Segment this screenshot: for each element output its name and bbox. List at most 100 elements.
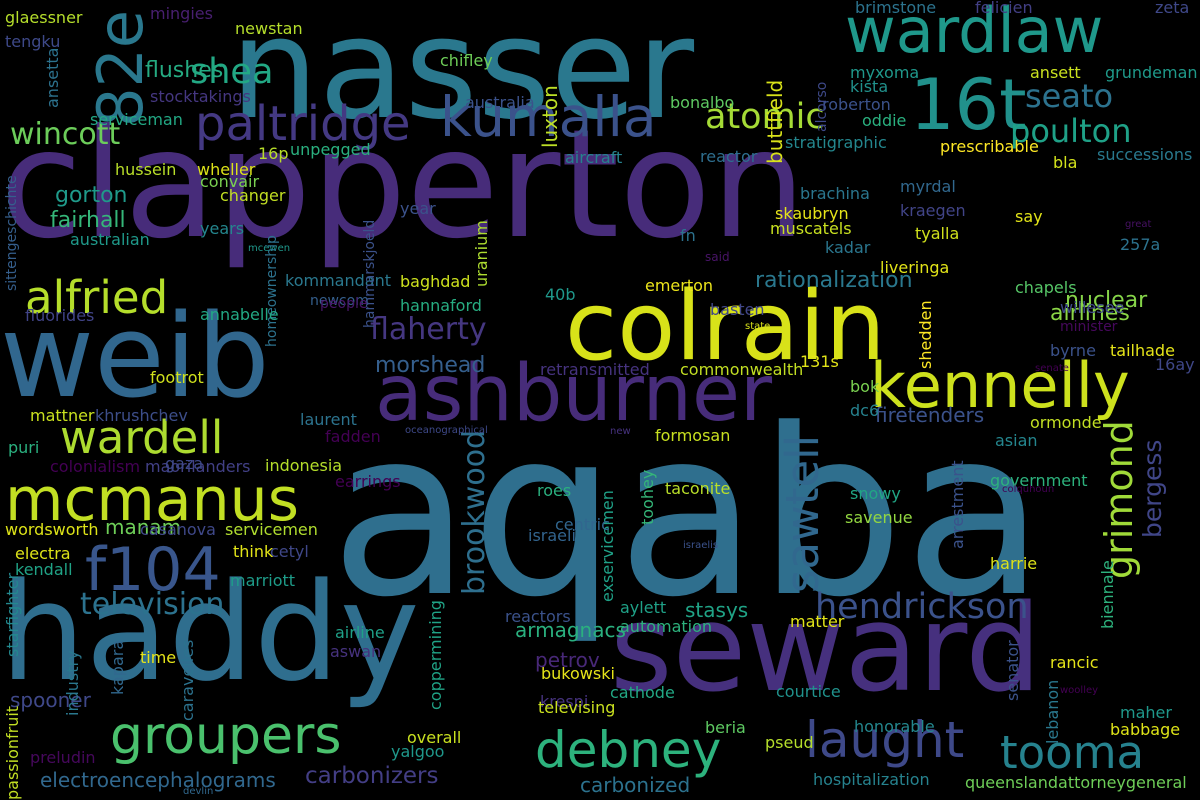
word-cloud-word: bukowski: [541, 664, 615, 683]
word-cloud-word: carbonized: [580, 773, 691, 797]
word-cloud-word: myxoma: [850, 63, 920, 82]
word-cloud-word: gorton: [55, 183, 128, 208]
word-cloud-word: snowy: [850, 484, 901, 503]
word-cloud-word: honorable: [854, 717, 935, 736]
word-cloud-word: shea: [190, 52, 274, 92]
word-cloud-word: tailhade: [1110, 341, 1175, 360]
word-cloud-word: stasys: [685, 598, 749, 622]
word-cloud-word: alfried: [25, 271, 169, 324]
word-cloud-word: mcmanus: [5, 465, 299, 535]
word-cloud-word: government: [990, 471, 1088, 490]
word-cloud-word: successions: [1097, 145, 1193, 164]
word-cloud-word: dc6: [850, 401, 880, 420]
word-cloud-word: commonwealth: [680, 360, 804, 379]
word-cloud-word: khrushchev: [95, 406, 188, 425]
word-cloud-word: fluorides: [25, 306, 95, 325]
word-cloud-word: aircraft: [565, 148, 623, 167]
word-cloud-word: wordsworth: [5, 520, 99, 539]
word-cloud-word: state: [745, 321, 771, 332]
word-cloud-word: 16p: [258, 144, 289, 163]
word-cloud-word: willesee: [1060, 298, 1125, 317]
word-cloud-word: coppermining: [426, 600, 445, 710]
word-cloud-word: servicemen: [225, 520, 318, 539]
word-cloud-word: kumalla: [440, 85, 657, 149]
word-cloud-word: armagnacs: [515, 618, 626, 642]
word-cloud-word: television: [80, 587, 225, 622]
word-cloud-word: flushes: [145, 58, 224, 83]
word-cloud-word: fadden: [325, 427, 381, 446]
word-cloud-word: 16ay: [1155, 355, 1195, 374]
word-cloud-word: great: [1125, 219, 1152, 230]
word-cloud-word: year: [400, 199, 436, 218]
word-cloud-word: hammarskjoeld: [362, 220, 378, 329]
word-cloud-word: australia: [465, 93, 535, 112]
word-cloud-word: convair: [200, 172, 260, 191]
word-cloud-word: laurent: [300, 410, 357, 429]
word-cloud-word: airline: [335, 623, 385, 642]
word-cloud-word: aylett: [620, 598, 667, 617]
word-cloud-word: overall: [407, 728, 462, 747]
word-cloud-word: buttfield: [763, 80, 787, 165]
word-cloud-word: puri: [8, 438, 40, 457]
word-cloud-word: stocktakings: [150, 87, 251, 106]
word-cloud-word: maorilanders: [145, 457, 251, 476]
word-cloud-word: starfighter: [3, 573, 22, 658]
word-cloud-word: retransmitted: [540, 360, 650, 379]
word-cloud-word: wardlaw: [845, 0, 1104, 67]
word-cloud-word: pseud: [765, 733, 814, 752]
word-cloud-word: annabelle: [200, 305, 279, 324]
word-cloud-word: devlin: [183, 786, 214, 797]
word-cloud-word: roberton: [822, 95, 891, 114]
word-cloud-word: gaza: [165, 454, 204, 473]
word-cloud-word: flaherty: [370, 312, 487, 347]
word-cloud-word: savenue: [845, 508, 913, 527]
word-cloud-word: prescribable: [940, 137, 1039, 156]
word-cloud-word: kraegen: [900, 201, 966, 220]
word-cloud-word: television: [0, 0, 5, 1]
word-cloud-word: luxton: [538, 85, 562, 148]
word-cloud-word: chifley: [440, 51, 493, 70]
word-cloud-word: footrot: [150, 368, 204, 387]
word-cloud-word: krespi: [540, 692, 589, 711]
word-cloud-word: biennale: [1098, 560, 1117, 629]
word-cloud-word: courtice: [776, 682, 841, 701]
word-cloud-word: zeta: [1155, 0, 1190, 17]
word-cloud-word: think: [233, 542, 274, 561]
word-cloud-word: hendrickson: [815, 587, 1029, 627]
word-cloud-word: oceanographical: [405, 425, 488, 436]
word-cloud-word: wincott: [10, 117, 121, 152]
word-cloud-word: new: [610, 426, 631, 437]
word-cloud-word: lebanon: [1043, 680, 1062, 745]
word-cloud-word: paltridge: [195, 96, 411, 152]
word-cloud-word: serviceman: [90, 110, 183, 129]
word-cloud-word: groupers: [110, 706, 342, 766]
word-cloud-word: colquhoun: [1002, 484, 1055, 495]
word-cloud-word: nasser: [230, 0, 695, 151]
word-cloud-word: arrestment: [948, 460, 967, 549]
word-cloud-word: israelis: [683, 540, 719, 551]
word-cloud-word: rancic: [1050, 653, 1099, 672]
word-cloud-word: said: [705, 250, 730, 264]
word-cloud-word: 257a: [1120, 235, 1161, 254]
word-cloud-word: carbonizers: [305, 763, 439, 789]
word-cloud-word: bergess: [1138, 440, 1167, 539]
word-cloud-word: kapara: [108, 640, 127, 696]
word-cloud-word: say: [1015, 207, 1043, 226]
word-cloud-word: people: [320, 296, 368, 312]
word-cloud-word: mingies: [150, 4, 213, 23]
word-cloud-word: preludin: [30, 748, 96, 767]
word-cloud-word: alcorso: [814, 82, 830, 133]
word-cloud-word: 16t: [910, 64, 1027, 146]
word-cloud-word: homeownership: [264, 235, 280, 347]
word-cloud-word: reactor: [700, 147, 758, 166]
word-cloud-word: 40b: [545, 285, 576, 304]
word-cloud-word: hannaford: [400, 296, 482, 315]
word-cloud-word: time: [140, 648, 177, 667]
word-cloud-word: kendall: [15, 560, 73, 579]
word-cloud-word: israeli: [528, 526, 576, 545]
word-cloud-word: brimstone: [855, 0, 937, 17]
word-cloud-word: oddie: [862, 111, 907, 130]
word-cloud-word: laught: [805, 711, 965, 769]
word-cloud-word: babbage: [1110, 720, 1181, 739]
word-cloud-word: cetyl: [270, 542, 309, 561]
